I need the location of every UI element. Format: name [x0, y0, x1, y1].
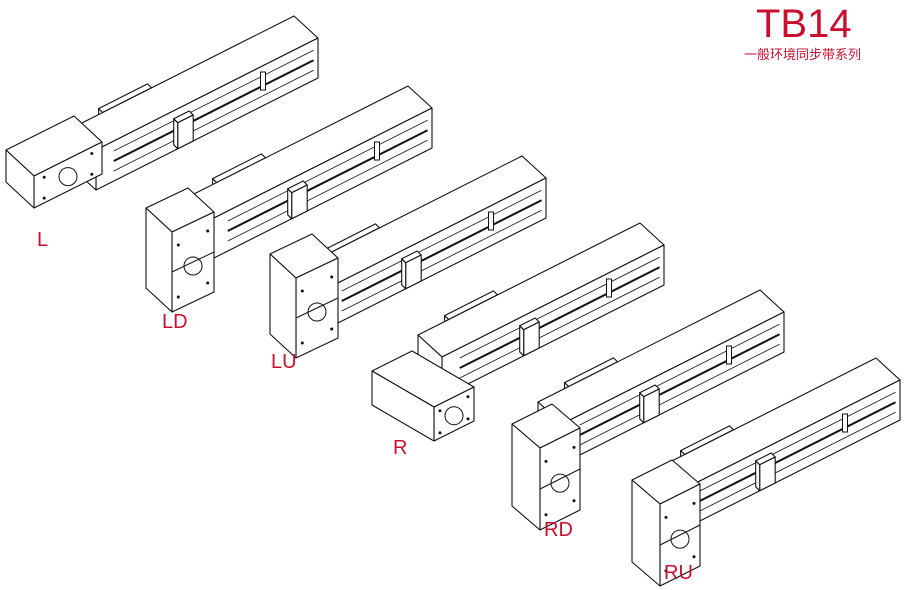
actuator-rd [511, 289, 785, 531]
series-subtitle: 一般环境同步带系列 [744, 48, 862, 63]
carriage [173, 110, 194, 150]
bolt [206, 281, 210, 285]
bolt [466, 417, 470, 421]
bolt [544, 459, 548, 463]
bolt [42, 175, 46, 179]
motor-housing [145, 187, 215, 313]
variant-label-ru: RU [664, 562, 693, 584]
motor-housing [631, 459, 701, 587]
actuator-r [371, 222, 665, 442]
bolt [572, 445, 576, 449]
bolt [176, 243, 180, 247]
actuator-l [5, 15, 319, 209]
motor-flange-icon [58, 167, 78, 187]
bolt [466, 395, 470, 399]
bolt [438, 409, 442, 413]
series-title: TB14 [756, 2, 852, 46]
sensor-bracket [260, 71, 266, 91]
carriage [287, 180, 308, 220]
carriage [639, 384, 660, 424]
bolt [664, 515, 668, 519]
bolt [90, 172, 94, 176]
motor-flange-icon [444, 406, 464, 426]
motor-housing [5, 115, 103, 209]
variant-label-ld: LD [162, 311, 188, 333]
variant-label-lu: LU [271, 351, 297, 373]
sensor-bracket [374, 141, 380, 161]
motor-flange-icon [670, 529, 690, 549]
bolt [300, 289, 304, 293]
carriage [519, 317, 540, 357]
sensor-bracket [842, 413, 848, 433]
bolt [176, 295, 180, 299]
bolt [90, 152, 94, 155]
actuator-lu [269, 155, 547, 359]
variant-label-r: R [393, 437, 408, 459]
bolt [664, 569, 668, 573]
variant-label-l: L [37, 229, 49, 251]
motor-housing [511, 403, 581, 531]
carriage [755, 452, 776, 492]
bolt [300, 341, 304, 345]
actuator-ld [145, 85, 433, 313]
sensor-bracket [488, 211, 494, 231]
bolt [692, 555, 696, 559]
carriage [401, 250, 422, 290]
bolt [330, 275, 334, 279]
variant-label-rd: RD [544, 519, 573, 541]
sensor-bracket [606, 278, 612, 298]
bolt [206, 229, 210, 233]
bolt [330, 327, 334, 331]
sensor-bracket [726, 345, 732, 365]
bolt [544, 513, 548, 517]
bolt [572, 499, 576, 503]
motor-flange-icon [183, 256, 203, 276]
actuator-ru [631, 357, 901, 587]
bolt [42, 196, 46, 200]
bolt [692, 501, 696, 505]
motor-flange-icon [550, 473, 570, 493]
motor-housing [371, 350, 475, 442]
motor-flange-icon [307, 302, 327, 322]
bolt [438, 431, 442, 435]
motor-housing [269, 233, 339, 359]
